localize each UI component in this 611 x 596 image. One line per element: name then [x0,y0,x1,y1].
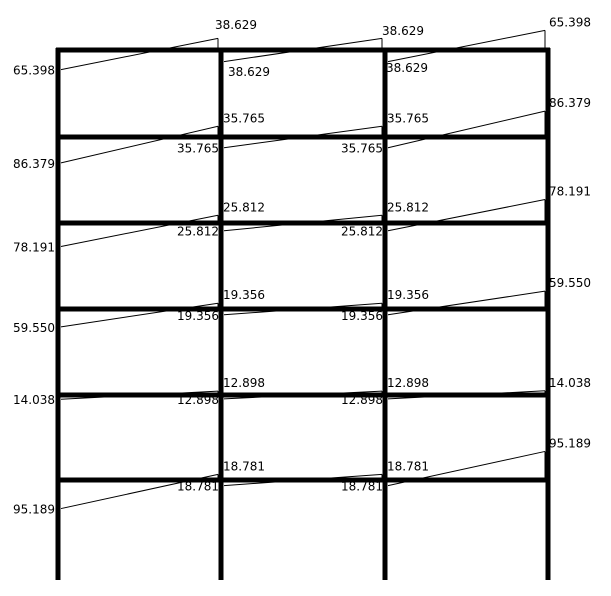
moment-value-label: 38.629 [228,65,270,79]
moment-value-label: 18.781 [341,480,383,494]
moment-value-label: 95.189 [549,436,591,450]
moment-value-label: 78.191 [549,185,591,199]
moment-line-floor-4-span-3 [387,199,546,232]
moment-value-label: 19.356 [223,288,265,302]
moment-value-label: 25.812 [177,225,219,239]
moment-value-label: 19.356 [177,309,219,323]
moment-value-label: 35.765 [223,111,265,125]
moment-value-label: 86.379 [13,157,55,171]
moment-line-floor-4-span-1 [60,214,219,247]
frame-members [55,47,551,580]
moment-value-label: 12.898 [341,393,383,407]
moment-value-label: 35.765 [387,111,429,125]
moment-value-label: 12.898 [387,376,429,390]
moment-value-label: 12.898 [177,393,219,407]
moment-value-label: 18.781 [223,459,265,473]
moment-lines [60,29,546,510]
moment-value-label: 19.356 [341,309,383,323]
moment-value-label: 86.379 [549,96,591,110]
moment-value-label: 38.629 [215,18,257,32]
moment-value-label: 18.781 [177,480,219,494]
moment-value-label: 19.356 [387,288,429,302]
moment-value-label: 25.812 [223,200,265,214]
moment-value-label: 38.629 [382,24,424,38]
moment-value-label: 38.629 [386,61,428,75]
moment-line-floor-5-span-3 [387,110,546,149]
moment-line-floor-6-span-1 [60,37,219,71]
moment-value-label: 59.550 [13,321,55,335]
moment-value-label: 25.812 [387,200,429,214]
moment-line-floor-5-span-1 [60,125,219,164]
moment-value-label: 18.781 [387,459,429,473]
moment-value-label: 59.550 [549,276,591,290]
moment-value-label: 35.765 [341,142,383,156]
moment-value-label: 95.189 [13,503,55,517]
moment-value-label: 14.038 [13,393,55,407]
moment-value-label: 25.812 [341,225,383,239]
moment-line-floor-6-span-3 [387,29,546,63]
moment-labels: 65.398 38.629 38.629 38.629 38.629 65.398 86.3… [13,15,591,516]
moment-value-label: 35.765 [177,142,219,156]
moment-value-label: 65.398 [549,15,591,29]
moment-value-label: 14.038 [549,376,591,390]
moment-value-label: 65.398 [13,64,55,78]
moment-value-label: 12.898 [223,376,265,390]
moment-value-label: 78.191 [13,240,55,254]
